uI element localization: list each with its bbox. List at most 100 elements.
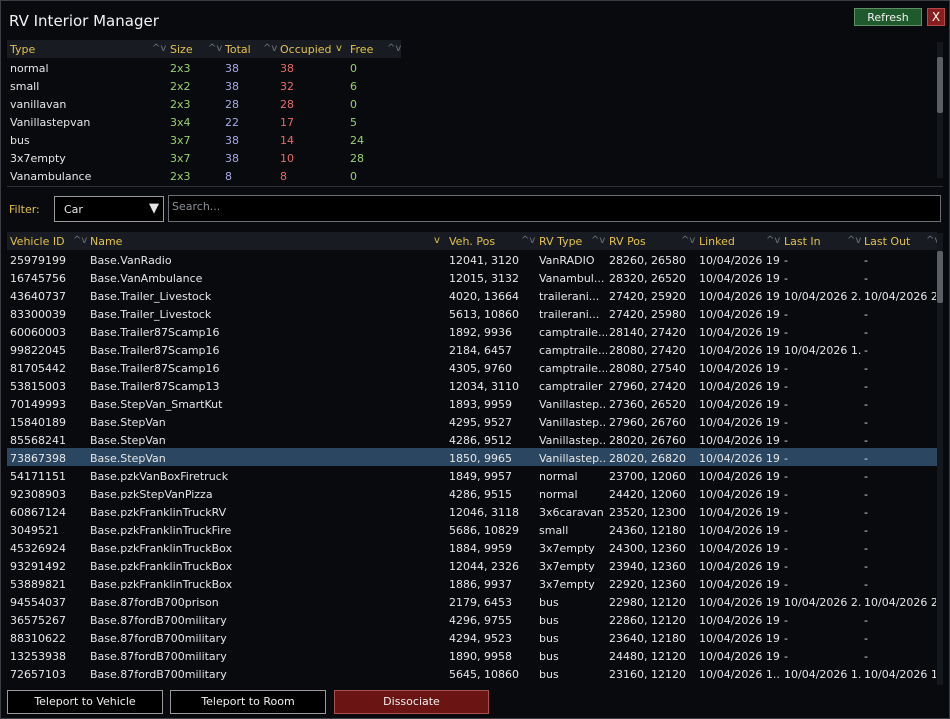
vehicle-header-veh-pos[interactable]: Veh. Pos (449, 235, 496, 248)
vehicle-header-vehicle-id[interactable]: Vehicle ID (10, 235, 65, 248)
summary-header-occupied[interactable]: Occupied (280, 43, 332, 56)
vehicle-cell: 23160, 12120 (609, 668, 686, 681)
vehicle-cell: - (864, 542, 868, 555)
summary-header-total[interactable]: Total (225, 43, 251, 56)
vehicle-cell: 4295, 9527 (449, 416, 512, 429)
dissociate-button[interactable]: Dissociate (334, 690, 489, 714)
summary-row[interactable]: 3x7empty 3x7 38 10 28 (7, 152, 935, 168)
vehicle-cell: Base.Trailer87Scamp16 (90, 344, 220, 357)
summary-row[interactable]: small 2x2 38 32 6 (7, 80, 935, 96)
summary-header-free[interactable]: Free (350, 43, 374, 56)
vehicle-cell: Vanillastep... (539, 416, 607, 429)
summary-cell: 8 (280, 170, 287, 183)
sort-arrow-icon[interactable]: v (434, 235, 440, 246)
vehicle-header-last-out[interactable]: Last Out (864, 235, 911, 248)
vehicle-cell: 5645, 10860 (449, 668, 519, 681)
sort-arrow-icon[interactable]: ^v (681, 235, 696, 246)
vehicle-row[interactable]: 81705442 Base.Trailer87Scamp16 4305, 9760 c… (7, 360, 935, 376)
vehicle-cell: 72657103 (10, 668, 66, 681)
vehicle-cell: 28260, 26580 (609, 254, 686, 267)
vehicle-row[interactable]: 45326924 Base.pzkFranklinTruckBox 1884, 99… (7, 540, 935, 556)
vehicle-cell: 10/04/2026 19... (699, 488, 781, 501)
sort-arrow-icon[interactable]: v (336, 43, 342, 54)
summary-row[interactable]: Vanillastepvan 3x4 22 17 5 (7, 116, 935, 132)
teleport-to-room-button[interactable]: Teleport to Room (170, 690, 326, 714)
vehicle-row[interactable]: 16745756 Base.VanAmbulance 12015, 3132 Vana… (7, 270, 935, 286)
vehicle-row[interactable]: 73867398 Base.StepVan 1850, 9965 Vanillaste… (7, 450, 935, 466)
vehicle-cell: trailerani... (539, 290, 600, 303)
summary-row[interactable]: bus 3x7 38 14 24 (7, 134, 935, 150)
vehicle-cell: 10/04/2026 19... (699, 506, 781, 519)
vehicle-row[interactable]: 54171151 Base.pzkVanBoxFiretruck 1849, 995… (7, 468, 935, 484)
vehicle-row[interactable]: 85568241 Base.StepVan 4286, 9512 Vanillaste… (7, 432, 935, 448)
vehicle-row[interactable]: 60060003 Base.Trailer87Scamp16 1892, 9936 c… (7, 324, 935, 340)
vehicle-cell: - (784, 524, 788, 537)
vehicle-cell: - (864, 506, 868, 519)
vehicle-header-rv-type[interactable]: RV Type (539, 235, 583, 248)
vehicle-cell: 10/04/2026 2... (864, 596, 936, 609)
vehicle-header-last-in[interactable]: Last In (784, 235, 821, 248)
sort-arrow-icon[interactable]: ^v (73, 235, 88, 246)
vehicle-header-rv-pos[interactable]: RV Pos (609, 235, 646, 248)
summary-row[interactable]: normal 2x3 38 38 0 (7, 62, 935, 78)
refresh-button[interactable]: Refresh (854, 8, 922, 26)
vehicle-cell: - (784, 362, 788, 375)
sort-arrow-icon[interactable]: ^v (263, 43, 278, 54)
vehicle-row[interactable]: 43640737 Base.Trailer_Livestock 4020, 1366… (7, 288, 936, 304)
vehicle-row[interactable]: 70149993 Base.StepVan_SmartKut 1893, 9959 V… (7, 396, 935, 412)
vehicle-header-name[interactable]: Name (90, 235, 123, 248)
summary-header-type[interactable]: Type (10, 43, 36, 56)
vehicle-cell: - (784, 398, 788, 411)
vehicle-scrollbar[interactable] (937, 233, 943, 685)
vehicle-header-linked[interactable]: Linked (699, 235, 735, 248)
vehicle-cell: - (864, 380, 868, 393)
vehicle-cell: 10/04/2026 19... (699, 578, 781, 591)
sort-arrow-icon[interactable]: ^v (847, 235, 862, 246)
sort-arrow-icon[interactable]: ^v (152, 43, 167, 54)
vehicle-cell: 10/04/2026 2... (784, 596, 862, 609)
vehicle-cell: - (784, 326, 788, 339)
sort-arrow-icon[interactable]: ^v (926, 235, 941, 246)
sort-arrow-icon[interactable]: ^v (387, 43, 402, 54)
vehicle-cell: Base.87fordB700military (90, 668, 227, 681)
vehicle-cell: bus (539, 614, 559, 627)
summary-row[interactable]: vanillavan 2x3 28 28 0 (7, 98, 935, 114)
vehicle-row[interactable]: 72657103 Base.87fordB700military 5645, 108… (7, 666, 936, 682)
vehicle-row[interactable]: 53889821 Base.pzkFranklinTruckBox 1886, 99… (7, 576, 935, 592)
sort-arrow-icon[interactable]: ^v (591, 235, 606, 246)
summary-cell: 2x3 (170, 98, 191, 111)
close-button[interactable]: X (927, 8, 945, 26)
vehicle-row[interactable]: 93291492 Base.pzkFranklinTruckBox 12044, 2… (7, 558, 935, 574)
vehicle-row[interactable]: 60867124 Base.pzkFranklinTruckRV 12046, 31… (7, 504, 935, 520)
vehicle-row[interactable]: 88310622 Base.87fordB700military 4294, 952… (7, 630, 935, 646)
vehicle-row[interactable]: 83300039 Base.Trailer_Livestock 5613, 1086… (7, 306, 935, 322)
summary-cell: 22 (225, 116, 239, 129)
vehicle-row[interactable]: 36575267 Base.87fordB700military 4296, 975… (7, 612, 935, 628)
sort-arrow-icon[interactable]: ^v (521, 235, 536, 246)
vehicle-cell: 23640, 12180 (609, 632, 686, 645)
vehicle-row[interactable]: 53815003 Base.Trailer87Scamp13 12034, 3110… (7, 378, 935, 394)
vehicle-row[interactable]: 92308903 Base.pzkStepVanPizza 4286, 9515 no… (7, 486, 935, 502)
sort-arrow-icon[interactable]: ^v (208, 43, 223, 54)
vehicle-cell: 1849, 9957 (449, 470, 512, 483)
sort-arrow-icon[interactable]: ^v (766, 235, 781, 246)
vehicle-cell: 13253938 (10, 650, 66, 663)
summary-header-size[interactable]: Size (170, 43, 193, 56)
vehicle-row[interactable]: 15840189 Base.StepVan 4295, 9527 Vanillaste… (7, 414, 935, 430)
summary-cell: 17 (280, 116, 294, 129)
summary-scrollbar[interactable] (937, 42, 943, 178)
vehicle-row[interactable]: 25979199 Base.VanRadio 12041, 3120 VanRADIO… (7, 252, 935, 268)
vehicle-scrollbar-thumb[interactable] (937, 251, 943, 303)
vehicle-row[interactable]: 3049521 Base.pzkFranklinTruckFire 5686, 10… (7, 522, 935, 538)
teleport-to-vehicle-button[interactable]: Teleport to Vehicle (7, 690, 163, 714)
vehicle-row[interactable]: 13253938 Base.87fordB700military 1890, 995… (7, 648, 935, 664)
summary-row[interactable]: Vanambulance 2x3 8 8 0 (7, 170, 935, 183)
summary-cell: 0 (350, 62, 357, 75)
filter-dropdown[interactable]: Car ▼ (54, 196, 164, 222)
vehicle-row[interactable]: 99822045 Base.Trailer87Scamp16 2184, 6457 c… (7, 342, 935, 358)
search-input[interactable]: Search... (168, 195, 941, 222)
vehicle-cell: 10/04/2026 19... (699, 650, 781, 663)
vehicle-cell: Base.pzkFranklinTruckBox (90, 542, 233, 555)
summary-scrollbar-thumb[interactable] (937, 57, 943, 113)
vehicle-row[interactable]: 94554037 Base.87fordB700prison 2179, 6453 b… (7, 594, 936, 610)
